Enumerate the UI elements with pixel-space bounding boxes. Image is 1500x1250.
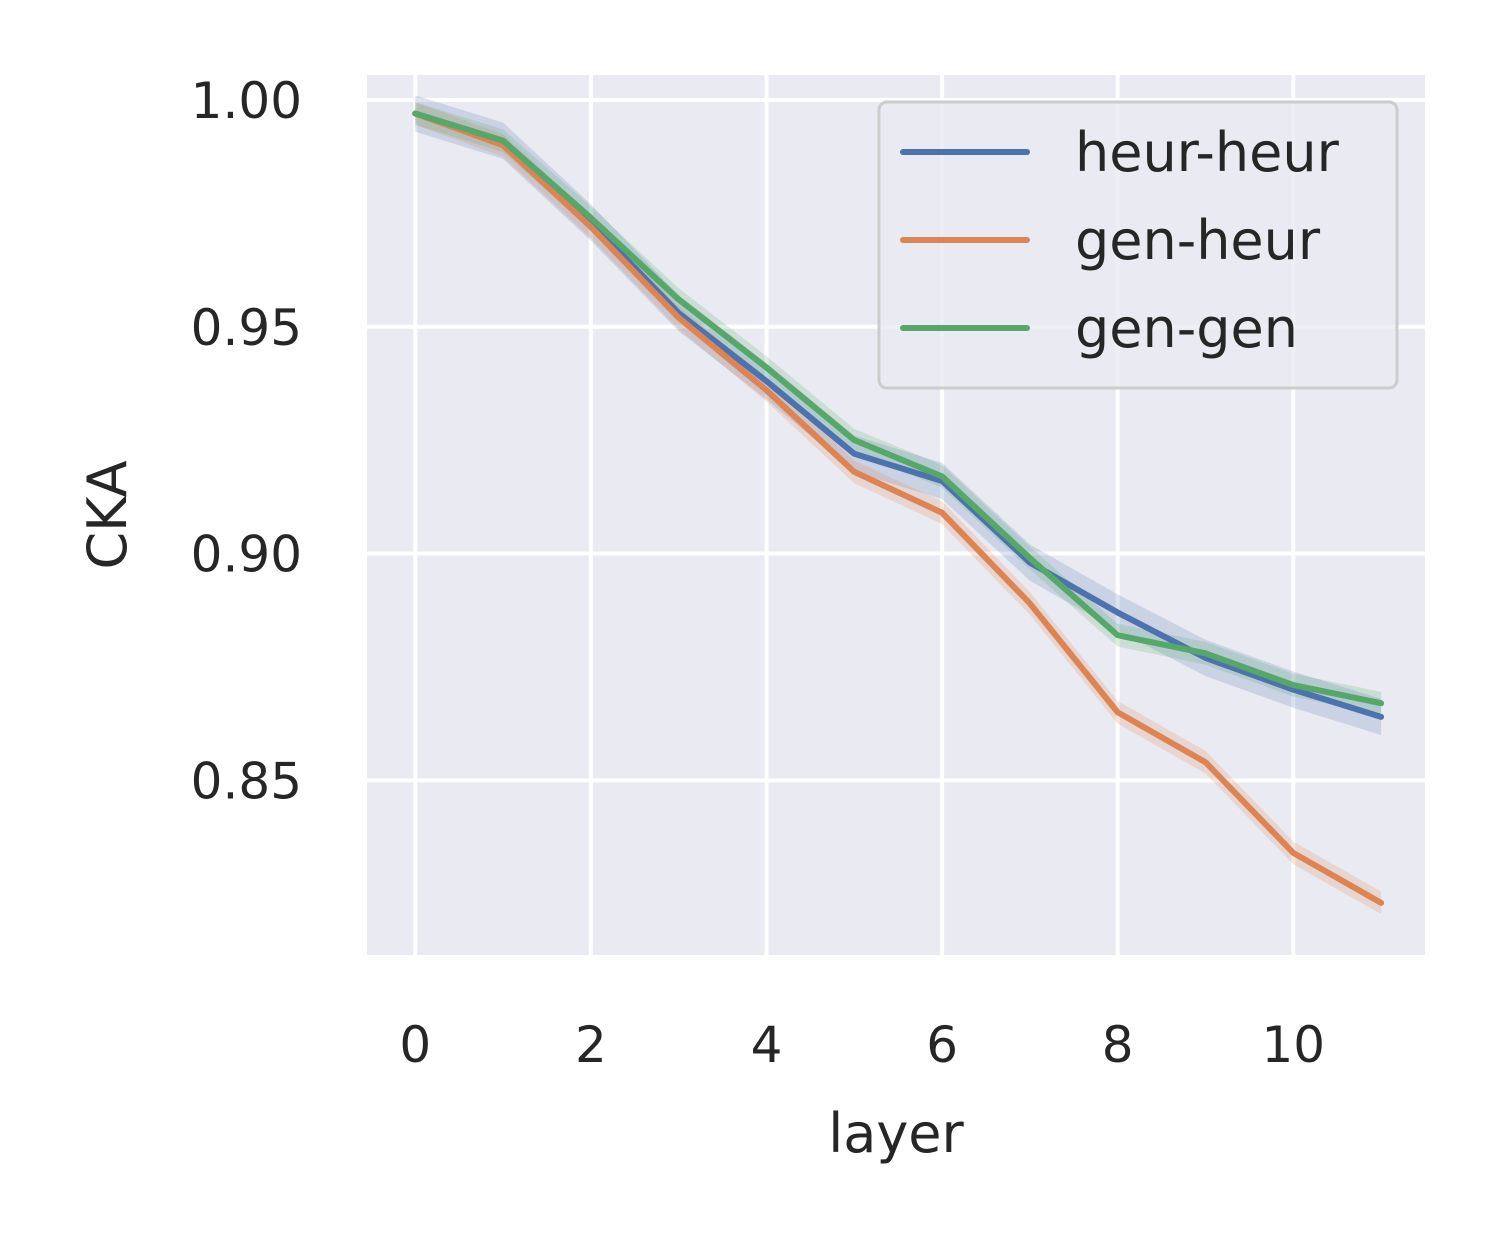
- legend-label-gen-gen: gen-gen: [1075, 297, 1298, 360]
- y-tick-label: 0.90: [191, 526, 302, 584]
- y-axis-label: CKA: [76, 460, 139, 569]
- confidence-bands: [415, 95, 1382, 915]
- y-tick-label: 0.85: [191, 752, 302, 810]
- x-tick-label: 8: [1102, 1016, 1134, 1074]
- x-tick-label: 0: [399, 1016, 431, 1074]
- x-tick-labels: 0 2 4 6 8 10: [399, 1016, 1325, 1074]
- x-tick-label: 10: [1261, 1016, 1325, 1074]
- line-gen-heur: [412, 110, 1385, 906]
- legend-label-gen-heur: gen-heur: [1075, 209, 1321, 272]
- x-tick-label: 4: [751, 1016, 783, 1074]
- x-tick-label: 2: [575, 1016, 607, 1074]
- x-axis-label: layer: [828, 1102, 964, 1165]
- series-lines: [412, 110, 1385, 906]
- line-gen-gen: [412, 110, 1385, 707]
- x-tick-label: 6: [926, 1016, 958, 1074]
- y-tick-label: 1.00: [191, 72, 302, 130]
- legend-box: [877, 100, 1399, 390]
- y-tick-label: 0.95: [191, 299, 302, 357]
- legend-label-heur-heur: heur-heur: [1075, 121, 1340, 184]
- band-gen-heur: [415, 102, 1382, 915]
- band-heur-heur: [415, 95, 1382, 736]
- legend: heur-heur gen-heur gen-gen: [877, 100, 1399, 390]
- y-tick-labels: 0.85 0.90 0.95 1.00: [191, 72, 302, 810]
- grid-lines: [367, 75, 1425, 955]
